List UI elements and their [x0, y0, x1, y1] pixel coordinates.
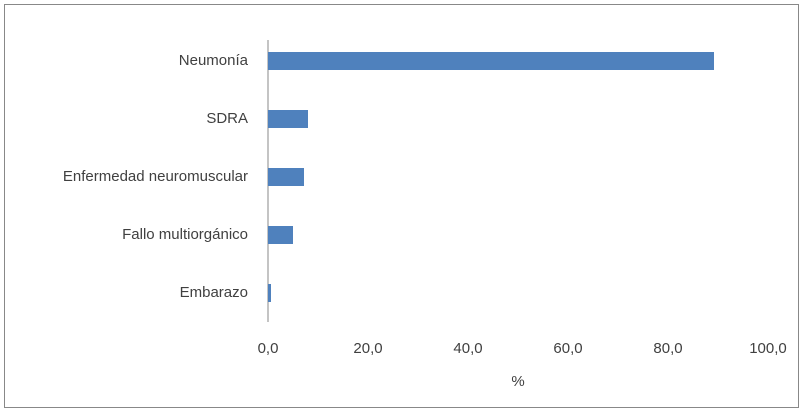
bar — [268, 168, 304, 186]
y-tick-label: Enfermedad neuromuscular — [63, 168, 248, 185]
bar — [268, 284, 271, 302]
x-tick-label: 100,0 — [749, 340, 787, 357]
x-tick-label: 40,0 — [453, 340, 482, 357]
chart-frame — [4, 4, 799, 408]
x-tick-label: 80,0 — [653, 340, 682, 357]
x-axis-label: % — [511, 373, 524, 390]
bar — [268, 110, 308, 128]
x-tick-label: 60,0 — [553, 340, 582, 357]
bar — [268, 52, 714, 70]
x-tick-label: 0,0 — [258, 340, 279, 357]
y-tick-label: Embarazo — [180, 284, 248, 301]
y-tick-label: Fallo multiorgánico — [122, 226, 248, 243]
bar — [268, 226, 293, 244]
x-tick-label: 20,0 — [353, 340, 382, 357]
y-tick-label: SDRA — [206, 110, 248, 127]
y-tick-label: Neumonía — [179, 52, 249, 69]
